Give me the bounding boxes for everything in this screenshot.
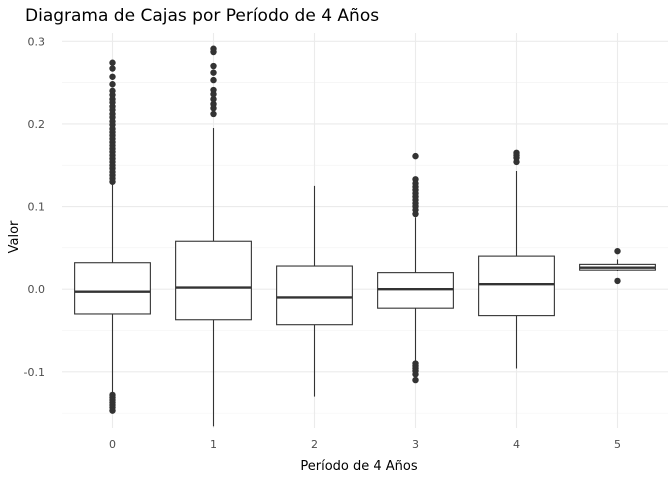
outlier-point [109,178,116,185]
box-group-5 [579,247,656,285]
box-group-4 [478,149,555,369]
x-tick-label: 0 [109,438,116,451]
box-group-1 [175,45,252,427]
box-iqr [276,265,353,326]
boxes-layer [74,45,656,427]
y-tick-label: 0.0 [28,283,46,296]
x-tick-label: 3 [412,438,419,451]
x-tick-label: 4 [513,438,520,451]
chart-title: Diagrama de Cajas por Período de 4 Años [25,6,379,26]
outlier-point [210,62,217,70]
x-tick-label: 5 [614,438,621,451]
outlier-point [210,48,217,56]
outlier-point [412,152,419,160]
outlier-point [210,110,217,118]
box-iqr [74,262,151,315]
outlier-point [109,407,116,414]
outlier-point [210,104,217,112]
outlier-point [513,158,520,166]
outlier-point [210,90,217,98]
outlier-point [412,371,419,378]
x-tick-label: 2 [311,438,318,451]
x-tick-label: 1 [210,438,217,451]
outlier-point [614,247,621,255]
y-tick-label: 0.1 [28,201,46,214]
box-iqr [478,255,555,317]
outlier-point [210,95,217,103]
outlier-point [109,73,116,80]
y-tick-label: 0.3 [28,35,46,48]
box-group-0 [74,59,151,414]
grid-layer [62,33,668,428]
outlier-point [109,65,116,72]
outlier-point [109,81,116,88]
x-axis-label: Período de 4 Años [300,459,417,474]
outlier-point [412,376,419,384]
box-iqr [175,240,252,321]
outlier-point [109,59,116,66]
box-group-3 [377,152,454,384]
box-iqr [377,272,454,309]
outlier-point [210,69,217,76]
outlier-point [210,76,217,84]
box-group-2 [276,185,353,397]
outlier-point [412,210,419,218]
y-tick-label: 0.2 [28,118,46,131]
outlier-point [614,277,621,285]
y-tick-label: -0.1 [24,366,45,379]
y-axis-label: Valor [7,220,22,253]
tick-labels-layer: -0.1 0.0 0.1 0.2 0.3 0 1 2 3 4 5 [24,35,621,451]
